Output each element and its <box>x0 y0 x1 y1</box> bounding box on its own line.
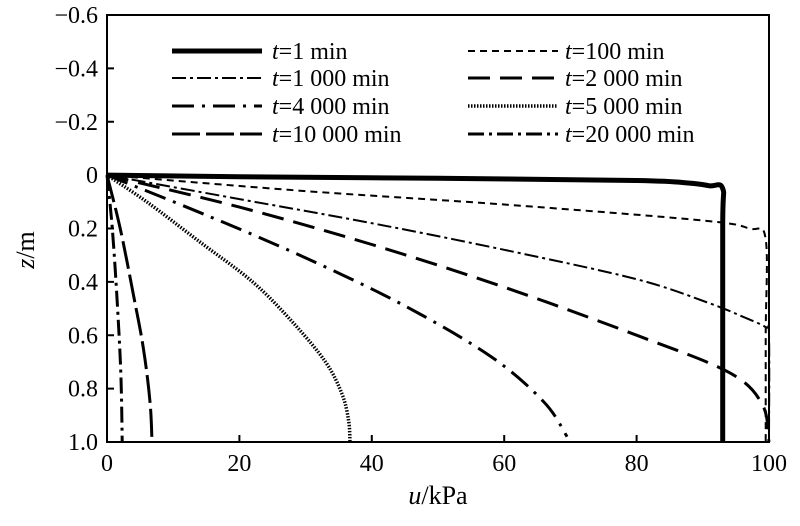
y-tick-label: 0.4 <box>68 270 98 296</box>
y-axis-title: z/m <box>11 231 40 270</box>
y-tick-label: 0 <box>86 163 98 189</box>
legend-label-6: t=5 000 min <box>565 94 683 120</box>
legend-label-5: t=4 000 min <box>272 94 390 120</box>
x-tick-label: 80 <box>625 451 649 477</box>
x-axis-title: u/kPa <box>408 481 468 510</box>
y-tick-label: 1.0 <box>68 430 98 456</box>
series-line-4 <box>106 173 771 443</box>
series-line-6 <box>106 173 352 443</box>
x-tick-label: 20 <box>227 451 251 477</box>
legend-label-1: t=1 min <box>272 39 348 65</box>
series-line-2 <box>106 174 768 442</box>
y-tick-label: −0.6 <box>54 3 98 29</box>
y-tick-label: 0.8 <box>68 377 98 403</box>
x-tick-label: 40 <box>360 451 384 477</box>
y-tick-label: 0.6 <box>68 323 98 349</box>
x-tick-label: 0 <box>101 451 113 477</box>
plot-frame <box>106 14 770 443</box>
legend-label-8: t=20 000 min <box>565 122 695 148</box>
legend-label-3: t=1 000 min <box>272 66 390 92</box>
series-line-1 <box>106 172 727 442</box>
x-tick-label: 100 <box>751 451 787 477</box>
legend-label-2: t=100 min <box>565 39 665 65</box>
y-tick-label: −0.4 <box>54 56 98 82</box>
series-line-8 <box>105 174 124 443</box>
y-tick-label: −0.2 <box>54 110 98 136</box>
legend-label-4: t=2 000 min <box>565 66 683 92</box>
x-tick-label: 60 <box>492 451 516 477</box>
legend-label-7: t=10 000 min <box>272 122 402 148</box>
y-tick-label: 0.2 <box>68 217 98 243</box>
series-line-7 <box>105 174 154 443</box>
